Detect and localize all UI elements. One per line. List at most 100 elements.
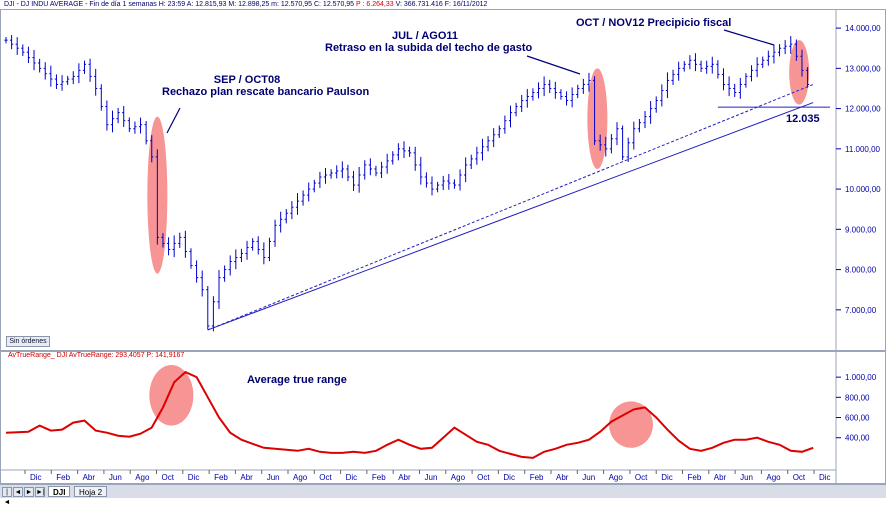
weekly-bar [705, 60, 709, 74]
weekly-bar [60, 75, 64, 91]
weekly-bar [133, 121, 137, 134]
atr-chart[interactable]: 1.000,00 800,00 600,00 400,00 Dic Feb Abr Jun A… [0, 352, 886, 484]
weekly-bar [71, 71, 75, 85]
month-label: Feb [688, 473, 702, 482]
weekly-bar [290, 201, 294, 220]
atr-tick-label: 1.000,00 [845, 373, 877, 382]
weekly-bar [615, 122, 619, 146]
weekly-bar [721, 68, 726, 91]
weekly-bar [436, 181, 440, 193]
weekly-bar [206, 286, 210, 330]
weekly-bar [789, 36, 793, 54]
month-label: Ago [135, 473, 150, 482]
weekly-bar [217, 270, 221, 309]
weekly-bar [531, 88, 535, 101]
weekly-bar [643, 111, 647, 129]
month-label: Feb [530, 473, 544, 482]
price-chart[interactable]: 14.000,00 13.000,00 12.000,00 11.000,00 10.0… [0, 10, 886, 350]
weekly-bar [105, 100, 109, 131]
weekly-bar [38, 58, 42, 73]
weekly-bar [194, 260, 199, 283]
weekly-bar [407, 146, 412, 157]
month-label: Jun [267, 473, 280, 482]
weekly-bar [357, 166, 361, 193]
last-sheet-button[interactable]: ►| [35, 487, 45, 497]
weekly-bar [548, 79, 552, 94]
weekly-bar [150, 135, 154, 163]
month-label: Ago [293, 473, 308, 482]
weekly-bar [335, 165, 339, 179]
weekly-bar [677, 61, 681, 81]
weekly-bar [262, 242, 266, 265]
sin-ordenes-button[interactable]: Sin órdenes [6, 336, 50, 347]
next-sheet-button[interactable]: ► [24, 487, 34, 497]
weekly-bar [570, 87, 574, 108]
price-tick-label: 12.000,00 [845, 105, 881, 114]
weekly-bar [733, 83, 737, 98]
weekly-bar [716, 60, 720, 79]
weekly-bar [54, 74, 59, 89]
weekly-bar [452, 179, 457, 189]
month-label: Jun [425, 473, 438, 482]
weekly-bar [649, 101, 653, 124]
annotation-jul-ago11: JUL / AGO11 Retraso en la subida del tec… [325, 30, 533, 54]
weekly-bar [671, 69, 675, 85]
weekly-bar [699, 60, 703, 73]
weekly-bar [536, 82, 541, 99]
weekly-bar [542, 76, 546, 97]
prev-sheet-button[interactable]: ◄ [13, 487, 23, 497]
month-label: Abr [398, 473, 411, 482]
weekly-bar [385, 153, 389, 174]
weekly-bar [587, 72, 591, 92]
month-label: Feb [372, 473, 386, 482]
month-label: Dic [30, 473, 42, 482]
weekly-bar [10, 35, 14, 50]
weekly-bar [49, 65, 53, 87]
weekly-bar [559, 89, 563, 100]
first-sheet-button[interactable]: |◄ [2, 487, 12, 506]
annotation-sep-oct08: SEP / OCT08 Rechazo plan rescate bancari… [162, 74, 370, 98]
weekly-bar [323, 167, 328, 184]
indicator-header: AvTrueRange_ DJI AvTrueRange: 293,4057 P… [8, 352, 185, 359]
weekly-bar [15, 37, 19, 55]
annotation-arrows [166, 29, 775, 134]
weekly-bar [464, 157, 468, 183]
weekly-bar [654, 96, 658, 113]
weekly-bar [368, 158, 372, 176]
chart-header-info: DJI - DJ INDU AVERAGE - Fin de día 1 sem… [4, 1, 488, 8]
atr-tick-label: 600,00 [845, 414, 870, 423]
weekly-bar [138, 117, 143, 134]
price-tick-label: 7.000,00 [845, 306, 877, 315]
weekly-bar [413, 146, 417, 171]
weekly-bar [620, 125, 625, 161]
weekly-bar [183, 230, 187, 258]
weekly-bar [626, 137, 630, 162]
weekly-bar [581, 78, 585, 94]
weekly-bar [66, 75, 70, 85]
month-label: Oct [635, 473, 648, 482]
weekly-bar [469, 154, 473, 170]
weekly-bar [279, 211, 283, 233]
weekly-bar [178, 232, 182, 248]
weekly-bar [419, 156, 423, 185]
weekly-bar [749, 65, 754, 82]
weekly-bar [374, 165, 378, 177]
weekly-bar [110, 110, 115, 133]
tab-dji[interactable]: DJI [48, 486, 71, 497]
tab-hoja-2[interactable]: Hoja 2 [74, 486, 108, 497]
weekly-bar [777, 44, 782, 57]
weekly-bar [256, 236, 260, 255]
atr-tick-label: 400,00 [845, 434, 870, 443]
support-line-1 [207, 83, 814, 331]
weekly-bar [284, 209, 288, 224]
weekly-bar [794, 39, 798, 61]
weekly-bar [21, 44, 25, 56]
atr-highlight-0 [149, 365, 194, 426]
weekly-bar [710, 56, 714, 74]
weekly-bar [738, 77, 742, 99]
weekly-bar [503, 115, 507, 134]
arrow-jul-ago11 [526, 55, 581, 75]
weekly-bar [77, 63, 81, 84]
month-label: Oct [319, 473, 332, 482]
weekly-bar [424, 172, 429, 188]
